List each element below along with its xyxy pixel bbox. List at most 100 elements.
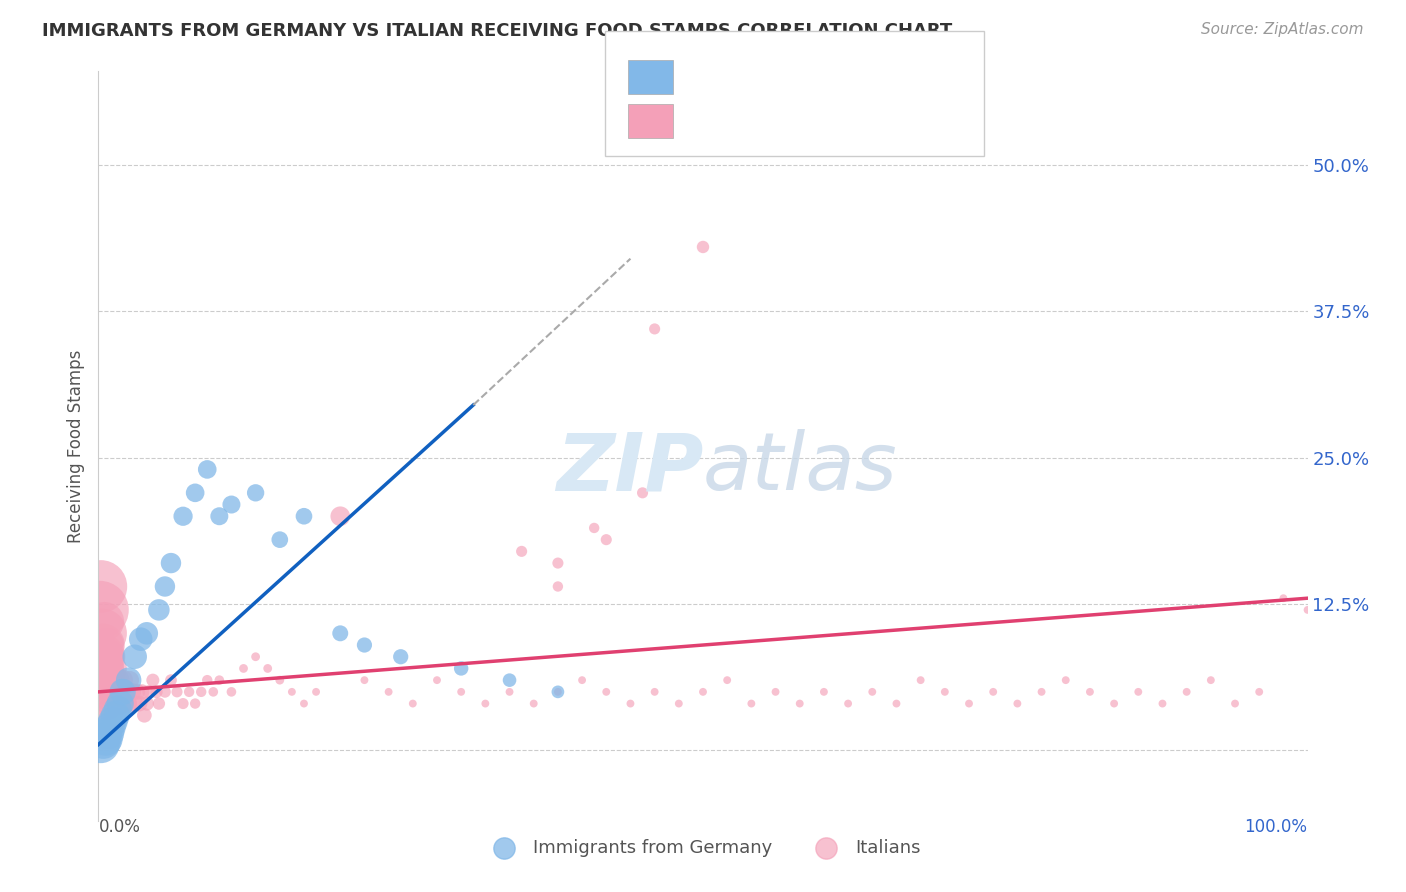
Point: [583, 521, 606, 535]
Point: [402, 697, 425, 711]
Point: [281, 685, 304, 699]
Point: [172, 509, 194, 524]
Point: [153, 580, 176, 594]
Point: [153, 685, 176, 699]
Point: [692, 240, 714, 254]
Point: [108, 685, 131, 699]
Point: [1175, 685, 1198, 699]
Text: 0.0%: 0.0%: [98, 818, 141, 837]
Point: [221, 685, 243, 699]
Point: [1152, 697, 1174, 711]
Point: [389, 649, 412, 664]
Point: [103, 661, 125, 675]
Point: [644, 685, 666, 699]
Point: [110, 697, 132, 711]
Point: [668, 697, 690, 711]
Point: [91, 638, 114, 652]
Text: R =  0.136   N = 109: R = 0.136 N = 109: [689, 100, 876, 118]
Point: [111, 673, 134, 688]
Point: [96, 638, 118, 652]
Point: [1031, 685, 1053, 699]
Point: [377, 685, 399, 699]
Point: [523, 697, 546, 711]
Point: [107, 673, 129, 688]
Point: [121, 685, 143, 699]
Point: [1272, 591, 1295, 606]
Point: [148, 697, 170, 711]
Text: 100.0%: 100.0%: [1244, 818, 1308, 837]
Point: [128, 697, 150, 711]
Point: [93, 673, 115, 688]
Point: [740, 697, 762, 711]
Point: [886, 697, 908, 711]
Point: [269, 533, 291, 547]
Point: [329, 509, 352, 524]
Point: [450, 685, 472, 699]
Point: [184, 485, 207, 500]
Point: [305, 685, 328, 699]
Point: [111, 685, 134, 699]
Point: [108, 697, 131, 711]
Point: [138, 685, 160, 699]
Point: [131, 685, 153, 699]
Point: [595, 533, 617, 547]
Point: [692, 685, 714, 699]
Point: [145, 685, 167, 699]
Point: [860, 685, 883, 699]
Text: atlas: atlas: [703, 429, 898, 508]
Point: [813, 685, 835, 699]
Point: [135, 626, 157, 640]
Point: [91, 649, 114, 664]
Point: [90, 738, 112, 752]
Point: [100, 697, 122, 711]
Point: [101, 685, 124, 699]
Point: [547, 556, 569, 570]
Text: IMMIGRANTS FROM GERMANY VS ITALIAN RECEIVING FOOD STAMPS CORRELATION CHART: IMMIGRANTS FROM GERMANY VS ITALIAN RECEI…: [42, 22, 952, 40]
Point: [91, 626, 114, 640]
Point: [547, 685, 569, 699]
Point: [631, 485, 654, 500]
Point: [957, 697, 980, 711]
Y-axis label: Receiving Food Stamps: Receiving Food Stamps: [66, 350, 84, 542]
Point: [1007, 697, 1029, 711]
Point: [981, 685, 1004, 699]
Text: R =  0.528   N =   31: R = 0.528 N = 31: [689, 55, 877, 73]
Point: [129, 632, 152, 647]
Point: [94, 649, 117, 664]
Point: [172, 697, 194, 711]
Point: [90, 580, 112, 594]
Point: [160, 673, 183, 688]
Point: [94, 685, 117, 699]
Point: [96, 697, 118, 711]
Point: [104, 708, 127, 723]
Point: [498, 673, 520, 688]
Point: [644, 322, 666, 336]
Point: [124, 697, 146, 711]
Point: [1128, 685, 1150, 699]
Point: [101, 714, 124, 728]
Point: [353, 673, 375, 688]
Point: [118, 673, 141, 688]
Point: [910, 673, 932, 688]
Point: [135, 697, 157, 711]
Point: [208, 509, 231, 524]
Point: [221, 498, 243, 512]
Point: [97, 661, 120, 675]
Point: [105, 685, 128, 699]
Point: [208, 673, 231, 688]
Point: [127, 685, 149, 699]
Point: [97, 726, 120, 740]
Point: [498, 685, 520, 699]
Point: [716, 673, 738, 688]
Point: [426, 673, 449, 688]
Point: [547, 685, 569, 699]
Point: [91, 734, 114, 748]
Point: [450, 661, 472, 675]
Point: [595, 685, 617, 699]
Point: [98, 673, 121, 688]
Point: [93, 615, 115, 629]
Point: [1249, 685, 1271, 699]
Point: [765, 685, 787, 699]
Point: [89, 603, 111, 617]
Point: [202, 685, 225, 699]
